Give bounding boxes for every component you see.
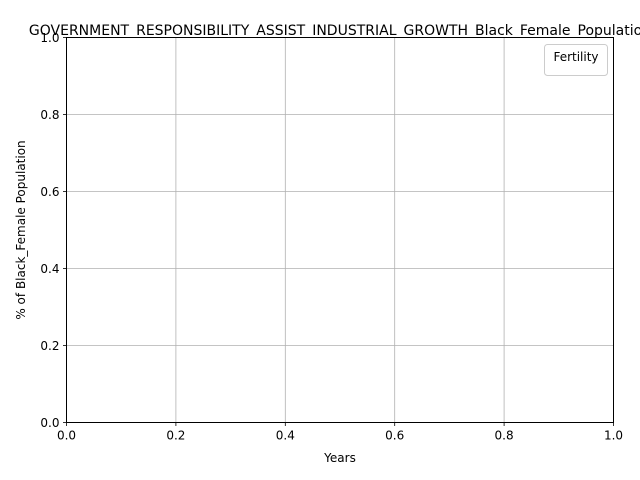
grid bbox=[66, 37, 614, 423]
x-tick-label: 0.6 bbox=[385, 429, 404, 443]
x-tick-label: 0.4 bbox=[276, 429, 295, 443]
y-tick-label: 0.6 bbox=[40, 185, 59, 199]
x-tick-label: 0.8 bbox=[495, 429, 514, 443]
y-tick-label: 0.2 bbox=[40, 339, 59, 353]
x-tick-label: 1.0 bbox=[604, 429, 623, 443]
y-tick-label: 0.4 bbox=[40, 262, 59, 276]
y-tick-label: 1.0 bbox=[40, 31, 59, 45]
plot-area bbox=[66, 37, 614, 423]
legend: Fertility bbox=[544, 44, 608, 76]
x-tick-label: 0.0 bbox=[57, 429, 76, 443]
y-axis-label: % of Black_Female Population bbox=[14, 140, 28, 319]
x-axis-label: Years bbox=[323, 451, 356, 465]
x-axis-ticks: 0.0 0.2 0.4 0.6 0.8 1.0 bbox=[57, 422, 623, 443]
y-tick-label: 0.8 bbox=[40, 108, 59, 122]
axes-frame bbox=[66, 37, 614, 423]
chart-title: GOVERNMENT_RESPONSIBILITY_ASSIST_INDUSTR… bbox=[29, 23, 640, 39]
y-axis-ticks: 0.0 0.2 0.4 0.6 0.8 1.0 bbox=[40, 31, 67, 430]
legend-title: Fertility bbox=[553, 50, 598, 64]
x-tick-label: 0.2 bbox=[166, 429, 185, 443]
y-tick-label: 0.0 bbox=[40, 416, 59, 430]
legend-box bbox=[544, 44, 608, 76]
